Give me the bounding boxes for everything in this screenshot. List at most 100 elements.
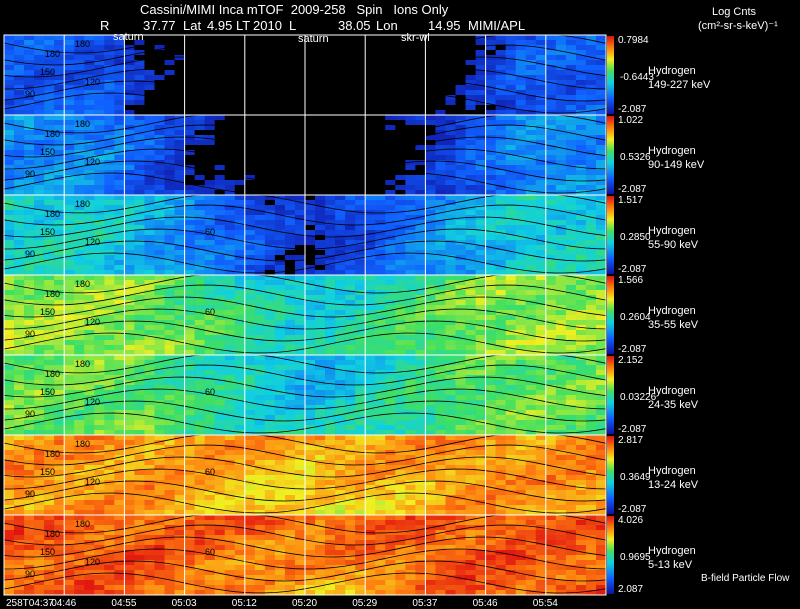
x-tick-label: 05:46 (472, 598, 498, 609)
contour-level-label: 120 (85, 477, 100, 487)
contour-level-label: 60 (205, 467, 215, 477)
contour-level-label: 60 (205, 147, 215, 157)
contour-level-label: 150 (40, 307, 55, 317)
contour-level-label: 180 (75, 199, 90, 209)
x-tick-label: 05:20 (292, 598, 318, 609)
overlay-label-saturn-1: saturn (113, 31, 144, 43)
contour-level-label: 180 (75, 279, 90, 289)
contour-level-label: 180 (45, 449, 60, 459)
colorbar-units: (cm²-sr-s-keV)⁻¹ (698, 20, 778, 32)
contour-level-label: 180 (45, 49, 60, 59)
heatmap-panel-6: 180 150 90 180 120 60 (3, 434, 607, 516)
r-label: R (100, 18, 110, 33)
contour-level-label: 60 (205, 307, 215, 317)
species-label: Hydrogen (648, 65, 696, 77)
contour-level-label: 180 (45, 289, 60, 299)
contour-level-label: 150 (40, 227, 55, 237)
contour-level-label: 60 (205, 547, 215, 557)
colorbar (607, 356, 614, 434)
contour-level-label: 90 (25, 409, 35, 419)
colorbar-mid-label: 0.3649 (620, 472, 651, 483)
contour-level-label: 150 (40, 467, 55, 477)
lon-value: 14.95 (428, 18, 461, 33)
l-value: 38.05 (338, 18, 371, 33)
species-label: Hydrogen (648, 465, 696, 477)
colorbar (607, 276, 614, 354)
panel-frame (3, 514, 607, 596)
heatmap-panel-1: 180 150 90 180 120 60 (3, 34, 607, 116)
contour-level-label: 120 (85, 317, 100, 327)
colorbar-min-label: 2.087 (618, 584, 644, 595)
lat-label: Lat (183, 18, 202, 33)
x-tick-label: 04:55 (111, 598, 137, 609)
species-label: Hydrogen (648, 145, 696, 157)
heatmap-panel-5: 180 150 90 180 120 60 (3, 354, 607, 436)
overlay-label-saturn-2: saturn (298, 33, 329, 45)
contour-level-label: 180 (45, 529, 60, 539)
colorbar-max-label: 2.152 (618, 355, 644, 366)
species-label: Hydrogen (648, 305, 696, 317)
contour-level-label: 150 (40, 547, 55, 557)
colorbar (607, 436, 614, 514)
heatmap-panel-4: 180 150 90 180 120 60 (3, 274, 607, 356)
energy-label: 149-227 keV (648, 79, 711, 91)
contour-level-label: 90 (25, 489, 35, 499)
colorbar-mid-label: 0.9695 (620, 552, 651, 563)
energy-label: 55-90 keV (648, 239, 699, 251)
overlay-label-skr: skr-wl (401, 32, 430, 44)
contour-level-label: 180 (45, 209, 60, 219)
colorbar-min-label: -2.087 (618, 424, 647, 435)
r-value: 37.77 (143, 18, 176, 33)
institution-label: MIMI/APL (468, 18, 526, 33)
colorbar-max-label: 0.7984 (618, 35, 649, 46)
colorbar-title: Log Cnts (712, 6, 757, 18)
colorbar-max-label: 1.022 (618, 115, 644, 126)
lon-label: Lon (376, 18, 398, 33)
contour-level-label: 180 (75, 119, 90, 129)
energy-label: 90-149 keV (648, 159, 705, 171)
colorbar-mid-label: 0.03226 (620, 392, 657, 403)
contour-level-label: 60 (205, 387, 215, 397)
colorbar (607, 116, 614, 194)
colorbar-max-label: 1.566 (618, 275, 644, 286)
x-tick-label: 05:12 (231, 598, 257, 609)
contour-level-label: 90 (25, 249, 35, 259)
colorbar-max-label: 1.517 (618, 195, 644, 206)
contour-level-label: 120 (85, 237, 100, 247)
contour-level-label: 120 (85, 157, 100, 167)
contour-level-label: 120 (85, 557, 100, 567)
contour-level-label: 180 (75, 439, 90, 449)
contour-level-label: 150 (40, 387, 55, 397)
x-tick-label: 258T04:37 (6, 598, 54, 609)
footer-label: B-field Particle Flow (701, 573, 790, 584)
species-label: Hydrogen (648, 545, 696, 557)
x-tick-label: 05:37 (412, 598, 438, 609)
heatmap-panel-3: 180 150 90 180 120 60 (3, 194, 607, 276)
x-tick-label: 04:46 (51, 598, 77, 609)
contour-level-label: 180 (75, 39, 90, 49)
x-tick-label: 05:54 (532, 598, 558, 609)
contour-level-label: 60 (205, 227, 215, 237)
chart-title: Cassini/MIMI Inca mTOF 2009-258 Spin Ion… (140, 2, 449, 17)
energy-label: 35-55 keV (648, 319, 699, 331)
contour-level-label: 150 (40, 67, 55, 77)
colorbar (607, 36, 614, 114)
colorbar (607, 516, 614, 594)
colorbar-min-label: -2.087 (618, 184, 647, 195)
x-tick-label: 05:03 (171, 598, 197, 609)
contour-level-label: 180 (75, 519, 90, 529)
lt-value: 2010 (253, 18, 282, 33)
contour-level-label: 90 (25, 569, 35, 579)
contour-level-label: 120 (85, 397, 100, 407)
contour-level-label: 90 (25, 89, 35, 99)
contour-level-label: 180 (45, 129, 60, 139)
colorbar-min-label: -2.087 (618, 264, 647, 275)
heatmap-panel-7: 180 150 90 180 120 60 (3, 514, 607, 596)
colorbar-max-label: 2.817 (618, 435, 644, 446)
colorbar-min-label: -2.087 (618, 344, 647, 355)
contour-level-label: 180 (75, 359, 90, 369)
contour-level-label: 90 (25, 169, 35, 179)
lat-value: 4.95 (207, 18, 233, 33)
species-label: Hydrogen (648, 385, 696, 397)
